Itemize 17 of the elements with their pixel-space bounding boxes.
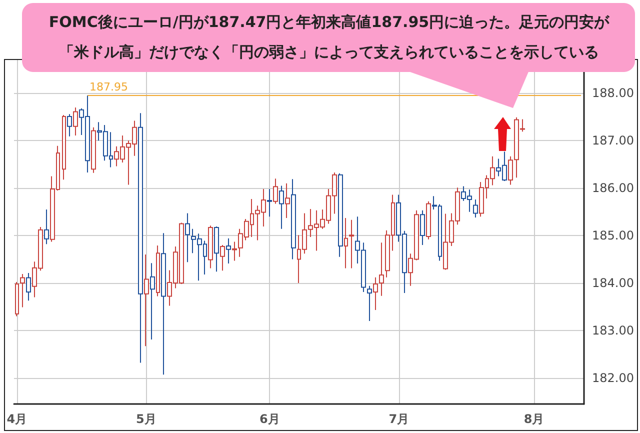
candlestick (349, 219, 354, 269)
y-tick-label: 183.00 (592, 323, 634, 338)
y-tick-label: 186.00 (592, 181, 634, 196)
y-tick-label: 182.00 (592, 370, 634, 385)
x-tick-label: 4月 (6, 412, 28, 426)
y-tick-label: 188.00 (592, 86, 634, 100)
x-tick-label: 7月 (388, 412, 410, 426)
x-tick-label: 6月 (259, 412, 280, 426)
candlestick (379, 242, 384, 296)
y-tick-label: 185.00 (592, 228, 634, 243)
y-tick-label: 184.00 (592, 276, 634, 290)
y-tick-label: 187.00 (592, 134, 634, 148)
x-tick-label: 5月 (136, 412, 156, 426)
candlestick (15, 282, 19, 317)
x-tick-label: 8月 (524, 412, 544, 426)
ref-line-label: 187.95 (89, 80, 128, 94)
chart-title: FOMC後にユーロ/円が187.47円と年初来高値187.95円に迫った。足元の円安が「米ドル高」だけでなく「円の弱さ」によって支えられていることを示している (48, 12, 610, 63)
